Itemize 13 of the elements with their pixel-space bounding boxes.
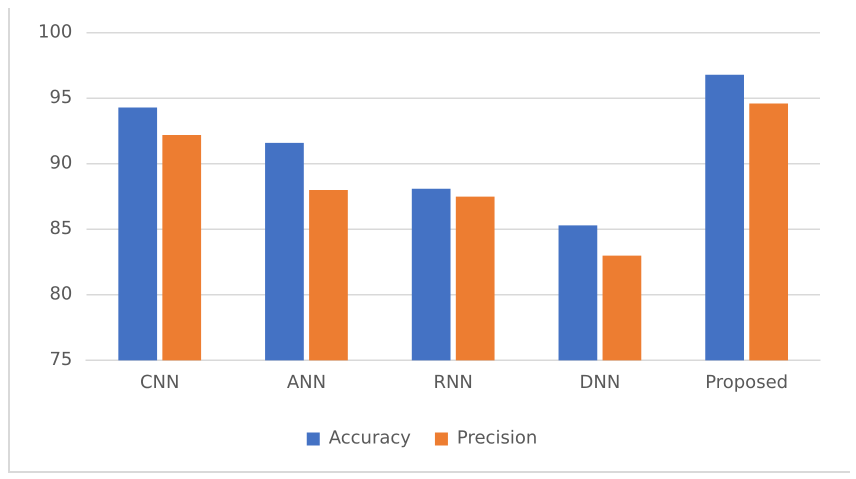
y-tick-label: 90 <box>49 152 72 174</box>
x-tick-label: Proposed <box>705 372 788 393</box>
y-tick-label: 100 <box>38 21 72 42</box>
y-tick-label: 95 <box>49 86 72 108</box>
y-tick-label: 75 <box>49 349 72 370</box>
legend-label: Precision <box>456 428 538 449</box>
x-tick-label: RNN <box>433 372 473 393</box>
y-tick-label: 80 <box>49 284 72 305</box>
x-tick-label: DNN <box>580 372 620 393</box>
x-tick-label: CNN <box>140 372 180 393</box>
y-tick-label: 85 <box>49 218 72 240</box>
legend-label: Accuracy <box>328 428 412 449</box>
x-tick-label: ANN <box>286 372 326 393</box>
